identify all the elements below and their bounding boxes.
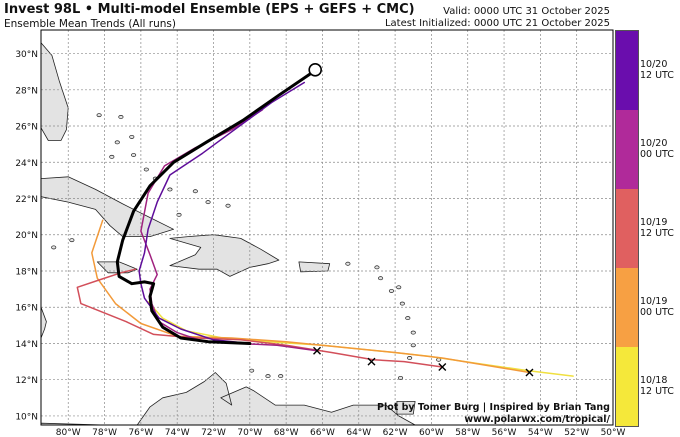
map-subtitle: Ensemble Mean Trends (All runs) (4, 18, 176, 30)
lon-label: 54°W (528, 428, 553, 437)
start-marker-x (525, 368, 534, 377)
island-2 (131, 153, 137, 157)
lon-label: 70°W (237, 428, 262, 437)
lon-label: 68°W (274, 428, 299, 437)
island-16 (388, 288, 395, 293)
island-21 (410, 343, 416, 348)
island-9 (225, 203, 231, 208)
lon-label: 66°W (310, 428, 335, 437)
colorbar-segment (616, 347, 638, 426)
colorbar-segment (616, 189, 638, 268)
track-10-19-00-utc (91, 219, 531, 374)
island-11 (118, 115, 124, 119)
colorbar-segment (616, 31, 638, 110)
track-latest (115, 70, 315, 345)
credit-url[interactable]: www.polarwx.com/tropical/ (464, 414, 610, 425)
island-20 (410, 330, 416, 335)
island-3 (143, 167, 149, 172)
lat-label: 16°N (15, 304, 38, 314)
island-22 (407, 356, 413, 360)
colorbar-run-label: 10/20 12 UTC (640, 58, 674, 81)
island-17 (396, 285, 402, 290)
island-10 (96, 113, 102, 118)
valid-time: Valid: 0000 UTC 31 October 2025 (443, 6, 610, 17)
lon-label: 78°W (92, 428, 117, 437)
lon-label: 72°W (201, 428, 226, 437)
lat-label: 14°N (15, 340, 38, 350)
landmass-7 (396, 400, 416, 415)
colorbar-run-label: 10/20 00 UTC (640, 137, 674, 160)
island-18 (399, 301, 405, 306)
colorbar-run-label: 10/18 12 UTC (640, 374, 674, 397)
island-19 (405, 316, 411, 321)
start-marker-x (367, 357, 376, 366)
island-26 (265, 374, 271, 379)
island-7 (192, 189, 198, 194)
track-10-20-12-utc (138, 81, 306, 345)
island-1 (114, 140, 120, 145)
lon-label: 76°W (128, 428, 153, 437)
start-marker-x (438, 363, 447, 372)
lon-label: 50°W (601, 428, 626, 437)
lat-label: 20°N (15, 231, 38, 241)
landmass-0 (40, 42, 69, 141)
lat-label: 12°N (15, 376, 38, 386)
island-29 (51, 245, 57, 250)
colorbar-segment (616, 268, 638, 347)
map-title: Invest 98L • Multi-model Ensemble (EPS +… (4, 2, 415, 17)
start-marker-x (313, 346, 322, 355)
lon-label: 56°W (492, 428, 517, 437)
island-27 (278, 374, 284, 379)
island-8 (205, 200, 211, 205)
credit-author: Plot by Tomer Burg | Inspired by Brian T… (377, 402, 610, 413)
track-10-19-12-utc (76, 268, 444, 368)
latest-initialized: Latest Initialized: 0000 UTC 21 October … (384, 18, 610, 29)
colorbar-run-label: 10/19 12 UTC (640, 216, 674, 239)
colorbar-run-label: 10/19 00 UTC (640, 295, 674, 318)
island-30 (69, 238, 75, 243)
lon-label: 52°W (564, 428, 589, 437)
island-24 (397, 375, 404, 380)
island-13 (345, 261, 351, 266)
lat-label: 22°N (15, 195, 38, 205)
lat-label: 30°N (15, 50, 38, 60)
lon-label: 60°W (419, 428, 444, 437)
island-25 (249, 368, 255, 373)
lon-label: 62°W (383, 428, 408, 437)
lon-label: 64°W (346, 428, 371, 437)
lon-label: 74°W (165, 428, 190, 437)
lat-label: 24°N (15, 159, 38, 169)
colorbar-segment (616, 110, 638, 189)
lat-label: 18°N (15, 267, 38, 277)
island-14 (374, 265, 380, 270)
lat-label: 26°N (15, 123, 38, 133)
lat-label: 10°N (15, 412, 38, 422)
end-marker-circle (308, 63, 322, 77)
run-colorbar (615, 30, 639, 427)
lon-label: 80°W (56, 428, 81, 437)
island-5 (167, 187, 173, 192)
lon-label: 58°W (455, 428, 480, 437)
lat-label: 28°N (15, 86, 38, 96)
landmass-4 (298, 261, 331, 273)
island-12 (129, 134, 135, 139)
island-6 (176, 212, 182, 217)
map-frame (40, 29, 614, 426)
island-15 (378, 276, 384, 281)
island-0 (109, 154, 115, 159)
landmass-6 (40, 372, 416, 426)
